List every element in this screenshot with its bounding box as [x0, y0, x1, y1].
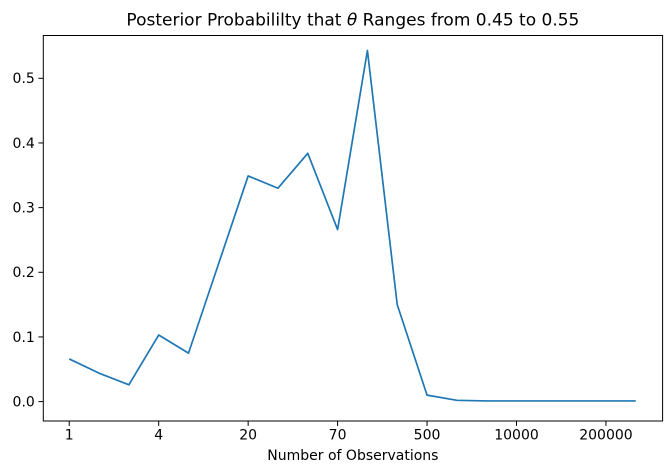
data-line	[68, 49, 636, 402]
line-series	[68, 49, 636, 402]
x-tick-label: 4	[154, 428, 163, 444]
chart-title-post: Ranges from 0.45 to 0.55	[357, 11, 579, 31]
y-tick-label: 0.3	[13, 201, 35, 217]
x-tick-label: 1	[65, 428, 74, 444]
x-axis-ticks: 1 4 20 70 500 10000 200000	[65, 421, 633, 444]
plot-area	[42, 35, 664, 422]
x-tick-label: 200000	[579, 428, 632, 444]
y-tick-label: 0.4	[13, 136, 35, 152]
chart-title-theta: θ	[347, 11, 358, 31]
y-tick-label: 0.1	[13, 330, 35, 346]
x-tick-label: 500	[414, 428, 441, 444]
x-axis-label: Number of Observations	[267, 448, 438, 464]
x-tick-label: 70	[329, 428, 347, 444]
y-axis-ticks: 0.0 0.1 0.2 0.3 0.4 0.5	[13, 71, 44, 411]
chart-title: Posterior Probabililty that θ Ranges fro…	[126, 11, 579, 31]
chart-title-pre: Posterior Probabililty that	[126, 11, 346, 31]
x-tick-label: 20	[239, 428, 257, 444]
x-tick-label: 10000	[494, 428, 539, 444]
y-tick-label: 0.5	[13, 71, 35, 87]
y-tick-label: 0.2	[13, 265, 35, 281]
y-tick-label: 0.0	[13, 395, 35, 411]
